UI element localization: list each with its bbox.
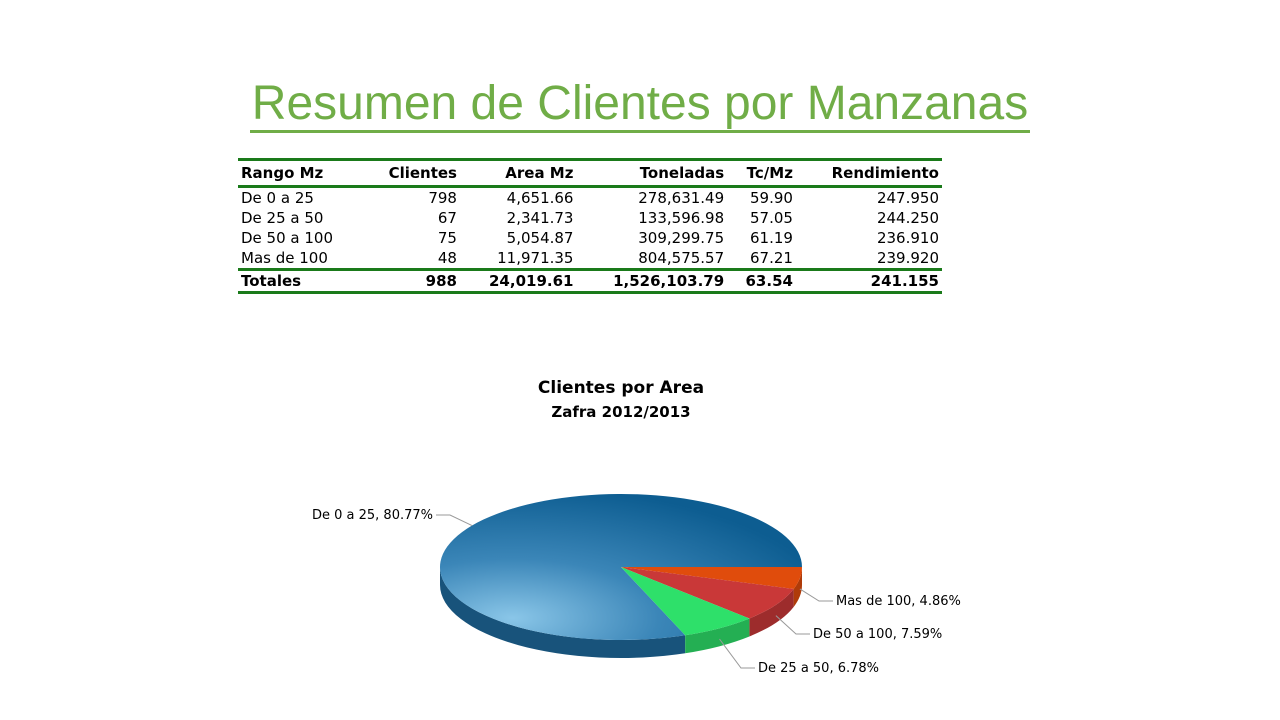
pie-slice-3 [621, 567, 802, 589]
table-row: De 0 a 25 798 4,651.66 278,631.49 59.90 … [238, 187, 942, 209]
column-header-rendimiento: Rendimiento [795, 158, 942, 188]
pie-slice-2 [621, 567, 794, 619]
totals-cell: 988 [364, 268, 460, 294]
table-cell: 133,596.98 [638, 209, 725, 227]
pie-slice-1 [621, 567, 750, 636]
summary-table: Rango Mz Clientes Area Mz Toneladas Tc/M… [238, 158, 942, 294]
table-cell: 4,651.66 [506, 189, 574, 207]
table-cell: 2,341.73 [506, 209, 574, 227]
table-cell: 59.90 [750, 189, 793, 207]
table-cell: 798 [428, 189, 457, 207]
table-cell: 309,299.75 [638, 229, 725, 247]
column-header-clientes: Clientes [364, 158, 460, 188]
table-cell: 239.920 [876, 249, 939, 267]
chart-subtitle: Zafra 2012/2013 [551, 403, 690, 421]
totals-cell: 1,526,103.79 [576, 268, 728, 294]
chart-title: Clientes por Area [538, 378, 704, 398]
table-cell: 804,575.57 [638, 249, 725, 267]
totals-row: Totales 988 24,019.61 1,526,103.79 63.54… [238, 268, 942, 294]
leader-line-3 [799, 588, 833, 602]
table-cell: 5,054.87 [506, 229, 574, 247]
table-cell: De 0 a 25 [241, 189, 314, 207]
table-cell: 244.250 [876, 209, 939, 227]
slide-title: Resumen de Clientes por Manzanas [0, 76, 1280, 133]
pie-labels: De 0 a 25, 80.77% Mas de 100, 4.86% De 50 … [312, 508, 961, 676]
leader-line-0 [436, 514, 473, 526]
table-cell: 67 [437, 209, 457, 227]
pie-side-0 [440, 567, 686, 658]
column-header-toneladas: Toneladas [576, 158, 728, 188]
table-cell: 61.19 [750, 229, 793, 247]
table-cell: 247.950 [876, 189, 939, 207]
table-cell: Mas de 100 [241, 249, 328, 267]
column-header-tc-mz: Tc/Mz [727, 158, 796, 188]
slide-title-text: Resumen de Clientes por Manzanas [249, 77, 1031, 133]
pie-slice-0 [440, 493, 802, 640]
column-header-area: Area Mz [459, 158, 577, 188]
table-row: De 50 a 100 75 5,054.87 309,299.75 61.19… [238, 228, 942, 248]
table-cell: 67.21 [750, 249, 793, 267]
table-cell: 48 [437, 249, 457, 267]
leader-line-1 [719, 638, 755, 669]
table-cell: De 25 a 50 [241, 209, 324, 227]
table-cell: 236.910 [876, 229, 939, 247]
totals-cell: Totales [238, 268, 365, 294]
column-header-rango: Rango Mz [238, 158, 365, 188]
table-row: Mas de 100 48 11,971.35 804,575.57 67.21… [238, 248, 942, 270]
table-cell: 57.05 [750, 209, 793, 227]
table-cell: 75 [437, 229, 457, 247]
slice-label-1: De 25 a 50, 6.78% [758, 661, 879, 676]
slice-label-3: Mas de 100, 4.86% [836, 594, 961, 609]
pie-sides [440, 567, 802, 658]
pie-side-2 [749, 588, 794, 637]
totals-cell: 63.54 [727, 268, 796, 294]
totals-cell: 24,019.61 [459, 268, 577, 294]
table-cell: De 50 a 100 [241, 229, 333, 247]
slice-label-2: De 50 a 100, 7.59% [813, 627, 942, 642]
slice-label-0: De 0 a 25, 80.77% [312, 508, 433, 523]
table-row: De 25 a 50 67 2,341.73 133,596.98 57.05 … [238, 208, 942, 228]
table-cell: 278,631.49 [638, 189, 725, 207]
pie-side-3 [793, 567, 802, 607]
totals-cell: 241.155 [795, 268, 942, 294]
pie-chart: Clientes por Area Zafra 2012/2013 De 0 a… [312, 378, 961, 676]
table-header-row: Rango Mz Clientes Area Mz Toneladas Tc/M… [238, 158, 942, 188]
table-cell: 11,971.35 [497, 249, 574, 267]
pie-slices [440, 493, 802, 640]
leader-line-2 [775, 615, 810, 635]
pie-side-1 [685, 618, 750, 654]
